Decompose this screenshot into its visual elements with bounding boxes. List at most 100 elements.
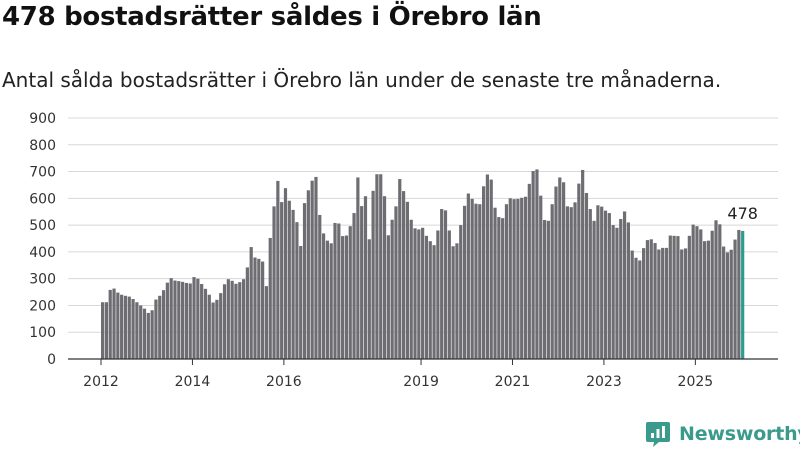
bar	[352, 213, 356, 359]
bar	[101, 302, 105, 359]
y-tick-label: 800	[29, 138, 56, 154]
bar	[440, 209, 444, 359]
bar	[523, 196, 528, 359]
bar	[341, 236, 345, 359]
bar	[268, 237, 272, 359]
bar	[306, 190, 310, 359]
bar	[569, 207, 573, 359]
bar	[287, 200, 291, 359]
bar	[154, 299, 158, 359]
bar	[687, 235, 691, 359]
bar	[261, 261, 265, 359]
bar	[295, 222, 299, 359]
bar	[318, 214, 322, 359]
x-tick-label: 2019	[403, 374, 439, 390]
bar	[729, 249, 733, 359]
bar	[737, 229, 741, 359]
newsworthy-logo-icon	[646, 422, 670, 447]
bar	[127, 296, 131, 359]
bar	[542, 220, 547, 359]
y-tick-label: 700	[29, 165, 56, 181]
y-tick-label: 600	[29, 191, 56, 207]
y-tick-label: 400	[29, 245, 56, 261]
bar	[527, 183, 531, 359]
x-axis: 2012 2014 2016 2019 2021 2023 2025	[83, 359, 713, 390]
bar	[466, 193, 470, 359]
bar	[577, 183, 581, 359]
bar	[421, 227, 425, 359]
bar	[661, 247, 665, 359]
newsworthy-brand: Newsworthy	[645, 420, 800, 448]
bar	[596, 205, 600, 359]
bar	[428, 241, 432, 359]
bar	[173, 280, 177, 359]
bar	[451, 246, 455, 359]
value-annotation: 478	[727, 204, 758, 223]
bar	[241, 279, 246, 359]
bar	[539, 195, 543, 359]
bar	[177, 281, 181, 359]
bar	[436, 230, 440, 359]
bar	[207, 294, 211, 359]
bar	[573, 202, 577, 359]
bar	[371, 190, 375, 359]
bar	[581, 169, 585, 359]
bar	[558, 177, 562, 359]
bar	[337, 223, 341, 359]
bar	[493, 207, 497, 359]
bar	[699, 229, 703, 359]
bar	[565, 206, 570, 359]
bar	[188, 283, 192, 359]
page-title: 478 bostadsrätter såldes i Örebro län	[2, 2, 542, 32]
bar	[520, 197, 524, 359]
bar	[238, 282, 242, 359]
bar	[550, 204, 554, 359]
bar	[489, 179, 493, 359]
bar	[657, 249, 661, 359]
bar	[554, 186, 558, 359]
bar	[257, 258, 261, 359]
y-tick-label: 0	[47, 352, 56, 368]
bars	[101, 169, 745, 359]
bar	[485, 174, 490, 359]
bar	[642, 248, 646, 359]
bar	[443, 210, 448, 359]
bar	[455, 243, 459, 359]
x-tick-label: 2025	[678, 374, 714, 390]
bar	[272, 206, 276, 359]
bar	[382, 196, 387, 359]
bar	[592, 220, 596, 359]
bar	[390, 219, 394, 359]
bar	[329, 243, 333, 359]
brand-name: Newsworthy	[679, 423, 800, 445]
bar	[192, 277, 196, 359]
x-tick-label: 2023	[586, 374, 622, 390]
bar	[321, 233, 326, 359]
bar	[622, 211, 627, 359]
bar	[222, 284, 227, 359]
bar	[531, 171, 535, 359]
bar	[120, 294, 124, 359]
bar	[634, 257, 638, 359]
bar	[375, 174, 379, 359]
bar	[512, 199, 516, 359]
bar	[584, 192, 589, 359]
bar	[482, 186, 486, 359]
bar	[165, 282, 169, 359]
bar	[116, 292, 120, 359]
bar	[211, 302, 215, 359]
bar	[123, 295, 128, 359]
bar	[299, 246, 303, 359]
x-tick-label: 2021	[495, 374, 531, 390]
bar	[276, 180, 280, 359]
bar	[725, 252, 730, 359]
bar	[104, 302, 109, 359]
bar	[219, 293, 223, 359]
bar	[253, 257, 257, 359]
bar	[283, 188, 288, 359]
bar	[325, 240, 329, 359]
bar	[714, 220, 718, 359]
bar	[722, 246, 726, 359]
bar	[363, 196, 368, 359]
